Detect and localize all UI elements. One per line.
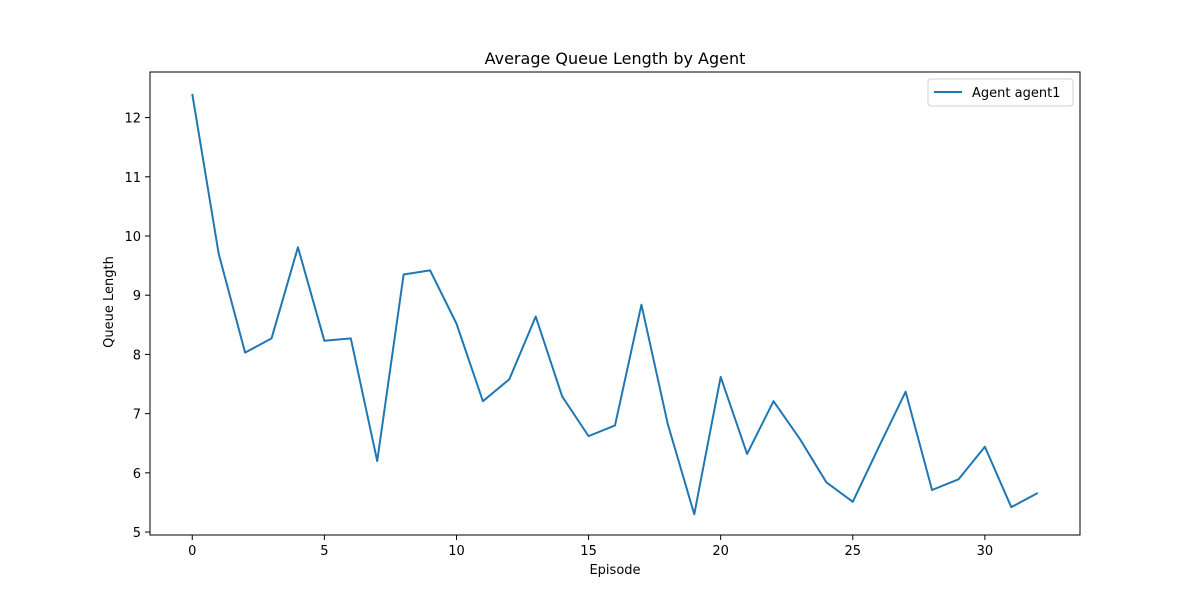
axes-frame (149, 71, 1081, 536)
y-tick-label: 7 (133, 408, 141, 423)
legend: Agent agent1 (927, 78, 1074, 107)
y-tick-label: 6 (133, 467, 141, 482)
y-axis-label: Queue Length (102, 256, 117, 348)
plot-area: 0 5 10 15 20 25 30 5 6 7 8 9 10 11 12 (124, 71, 1081, 559)
x-tick-label: 15 (580, 544, 597, 559)
x-tick-label: 5 (320, 544, 328, 559)
y-tick-label: 5 (133, 526, 141, 541)
y-tick-label: 8 (133, 348, 141, 363)
x-tick-label: 25 (845, 544, 862, 559)
y-tick-label: 11 (124, 171, 141, 186)
y-tick-label: 9 (133, 289, 141, 304)
x-tick-label: 10 (448, 544, 465, 559)
series-line-0 (191, 93, 1039, 516)
x-axis-label: Episode (589, 563, 640, 578)
y-tick-label: 12 (124, 112, 141, 127)
legend-entry-label: Agent agent1 (972, 86, 1060, 101)
y-tick-label: 10 (124, 230, 141, 245)
legend-box (927, 78, 1074, 107)
x-tick-label: 0 (188, 544, 196, 559)
x-tick-label: 20 (712, 544, 729, 559)
chart-title: Average Queue Length by Agent (485, 49, 746, 68)
x-tick-label: 30 (977, 544, 994, 559)
